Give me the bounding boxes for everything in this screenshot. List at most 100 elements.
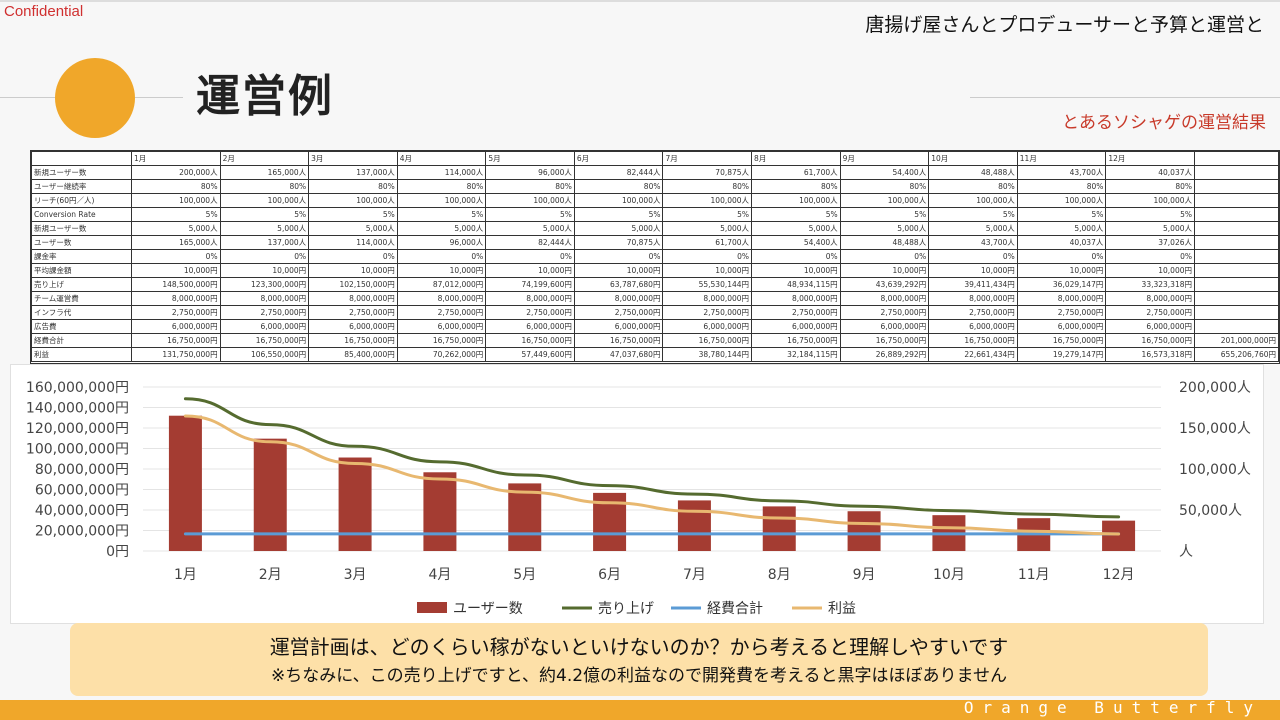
spreadsheet-month-header: 1月 xyxy=(131,151,221,166)
spreadsheet-cell: 2,750,000円 xyxy=(573,305,664,320)
spreadsheet-cell: 16,750,000円 xyxy=(219,333,310,348)
spreadsheet-cell: 74,199,600円 xyxy=(485,277,575,292)
bottom-bar xyxy=(0,700,1280,720)
spreadsheet-cell: 100,000人 xyxy=(662,193,753,208)
spreadsheet-cell: 6,000,000円 xyxy=(751,319,841,334)
spreadsheet-row: インフラ代 2,750,000円 2,750,000円 2,750,000円 2,750… xyxy=(31,305,1279,320)
spreadsheet-cell: 80% xyxy=(131,179,221,194)
spreadsheet-cell: 80% xyxy=(573,179,664,194)
legend-label: 売り上げ xyxy=(598,601,654,617)
spreadsheet-cell: 8,000,000円 xyxy=(573,291,664,306)
spreadsheet-cell: 80% xyxy=(308,179,398,194)
spreadsheet-row: Conversion Rate 5% 5% 5% 5% 5% 5% 5% 5% 5% 5% 5% 5% xyxy=(31,207,1279,222)
spreadsheet-cell: 16,750,000円 xyxy=(485,333,575,348)
x-category-label: 11月 xyxy=(1018,567,1050,583)
spreadsheet-cell: 48,488人 xyxy=(928,165,1018,180)
spreadsheet-cell: 48,934,115円 xyxy=(751,277,841,292)
spreadsheet-cell: 5% xyxy=(219,207,310,222)
spreadsheet-cell: 8,000,000円 xyxy=(1105,291,1195,306)
spreadsheet-cell: 55,530,144円 xyxy=(662,277,753,292)
spreadsheet-cell: 5,000人 xyxy=(928,221,1018,236)
spreadsheet-row: 利益 131,750,000円 106,550,000円 85,400,000円 70,… xyxy=(31,347,1279,362)
spreadsheet-cell: 5% xyxy=(485,207,575,222)
spreadsheet-cell: 5% xyxy=(751,207,841,222)
spreadsheet-cell: 10,000円 xyxy=(751,263,841,278)
spreadsheet-month-header: 5月 xyxy=(485,151,575,166)
spreadsheet-cell: 80% xyxy=(396,179,487,194)
spreadsheet-row-label: リーチ(60円／人) xyxy=(31,193,132,208)
spreadsheet-cell: 5,000人 xyxy=(1105,221,1195,236)
spreadsheet-cell: 16,750,000円 xyxy=(662,333,753,348)
spreadsheet-cell: 6,000,000円 xyxy=(839,319,930,334)
page-title: 運営例 xyxy=(196,71,334,122)
spreadsheet-cell: 70,875人 xyxy=(662,165,753,180)
confidential-label: Confidential xyxy=(4,3,84,20)
spreadsheet-cell: 100,000人 xyxy=(839,193,930,208)
spreadsheet-cell: 5,000人 xyxy=(396,221,487,236)
spreadsheet-cell: 100,000人 xyxy=(573,193,664,208)
spreadsheet-cell: 106,550,000円 xyxy=(219,347,310,362)
spreadsheet-cell: 16,750,000円 xyxy=(131,333,221,348)
spreadsheet-cell: 165,000人 xyxy=(219,165,310,180)
spreadsheet-row-label: ユーザー継続率 xyxy=(31,179,132,194)
spreadsheet-cell: 16,750,000円 xyxy=(573,333,664,348)
spreadsheet-row-label: 新規ユーザー数 xyxy=(31,165,132,180)
spreadsheet-cell: 80% xyxy=(928,179,1018,194)
spreadsheet-cell: 54,400人 xyxy=(839,165,930,180)
y-right-tick-label: 200,000人 xyxy=(1179,380,1251,396)
spreadsheet-cell: 80% xyxy=(1016,179,1107,194)
spreadsheet-cell: 80% xyxy=(662,179,753,194)
x-category-label: 6月 xyxy=(598,567,621,583)
spreadsheet-cell: 8,000,000円 xyxy=(396,291,487,306)
spreadsheet-cell: 16,573,318円 xyxy=(1105,347,1195,362)
x-category-label: 8月 xyxy=(768,567,791,583)
spreadsheet-cell: 16,750,000円 xyxy=(1105,333,1195,348)
note-line-1: 運営計画は、どのくらい稼がないといけないのか？から考えると理解しやすいです xyxy=(269,635,1009,659)
y-right-tick-label: 150,000人 xyxy=(1179,421,1251,437)
spreadsheet-cell: 16,750,000円 xyxy=(751,333,841,348)
spreadsheet-cell: 6,000,000円 xyxy=(662,319,753,334)
spreadsheet-cell: 137,000人 xyxy=(219,235,310,250)
spreadsheet-cell: 201,000,000円 xyxy=(1194,333,1279,348)
spreadsheet-cell: 10,000円 xyxy=(928,263,1018,278)
spreadsheet-cell: 5% xyxy=(396,207,487,222)
spreadsheet-cell: 102,150,000円 xyxy=(308,277,398,292)
spreadsheet-row-label: 利益 xyxy=(31,347,132,362)
spreadsheet-cell: 6,000,000円 xyxy=(308,319,398,334)
spreadsheet-cell: 10,000円 xyxy=(485,263,575,278)
spreadsheet-row: 新規ユーザー数 5,000人 5,000人 5,000人 5,000人 5,000人 5,0… xyxy=(31,221,1279,236)
spreadsheet-cell: 2,750,000円 xyxy=(662,305,753,320)
spreadsheet-cell: 100,000人 xyxy=(751,193,841,208)
note-box: 運営計画は、どのくらい稼がないといけないのか？から考えると理解しやすいです ※ち… xyxy=(70,623,1208,696)
spreadsheet-cell: 5,000人 xyxy=(1016,221,1107,236)
spreadsheet-cell: 82,444人 xyxy=(485,235,575,250)
x-category-label: 5月 xyxy=(513,567,536,583)
spreadsheet-cell: 5,000人 xyxy=(308,221,398,236)
spreadsheet-cell: 2,750,000円 xyxy=(1105,305,1195,320)
spreadsheet-cell: 2,750,000円 xyxy=(131,305,221,320)
spreadsheet-cell: 2,750,000円 xyxy=(751,305,841,320)
spreadsheet-cell: 6,000,000円 xyxy=(1016,319,1107,334)
spreadsheet-row: ユーザー継続率 80% 80% 80% 80% 80% 80% 80% 80% 80% 80% 80%… xyxy=(31,179,1279,194)
x-category-label: 4月 xyxy=(428,567,451,583)
x-category-label: 3月 xyxy=(344,567,367,583)
spreadsheet-cell: 5,000人 xyxy=(485,221,575,236)
spreadsheet-cell: 5,000人 xyxy=(662,221,753,236)
spreadsheet-row: 広告費 6,000,000円 6,000,000円 6,000,000円 6,000,0… xyxy=(31,319,1279,334)
spreadsheet-cell: 63,787,680円 xyxy=(573,277,664,292)
spreadsheet-cell: 19,279,147円 xyxy=(1016,347,1107,362)
spreadsheet-cell xyxy=(1194,277,1279,292)
chart: 0円 20,000,000円 40,000,000円 60,000,000円 80,00… xyxy=(10,364,1264,624)
spreadsheet-cell: 2,750,000円 xyxy=(839,305,930,320)
bar-user-count xyxy=(847,511,881,551)
spreadsheet-cell: 2,750,000円 xyxy=(928,305,1018,320)
legend-label: ユーザー数 xyxy=(453,601,523,617)
spreadsheet-month-header: 10月 xyxy=(928,151,1018,166)
spreadsheet-cell: 2,750,000円 xyxy=(1016,305,1107,320)
spreadsheet-row: 経費合計 16,750,000円 16,750,000円 16,750,000円 16,… xyxy=(31,333,1279,348)
combo-chart: 0円 20,000,000円 40,000,000円 60,000,000円 80,00… xyxy=(26,380,1251,617)
bar-user-count xyxy=(762,506,796,551)
spreadsheet-cell: 82,444人 xyxy=(573,165,664,180)
spreadsheet-cell: 61,700人 xyxy=(751,165,841,180)
spreadsheet-month-header: 12月 xyxy=(1105,151,1195,166)
